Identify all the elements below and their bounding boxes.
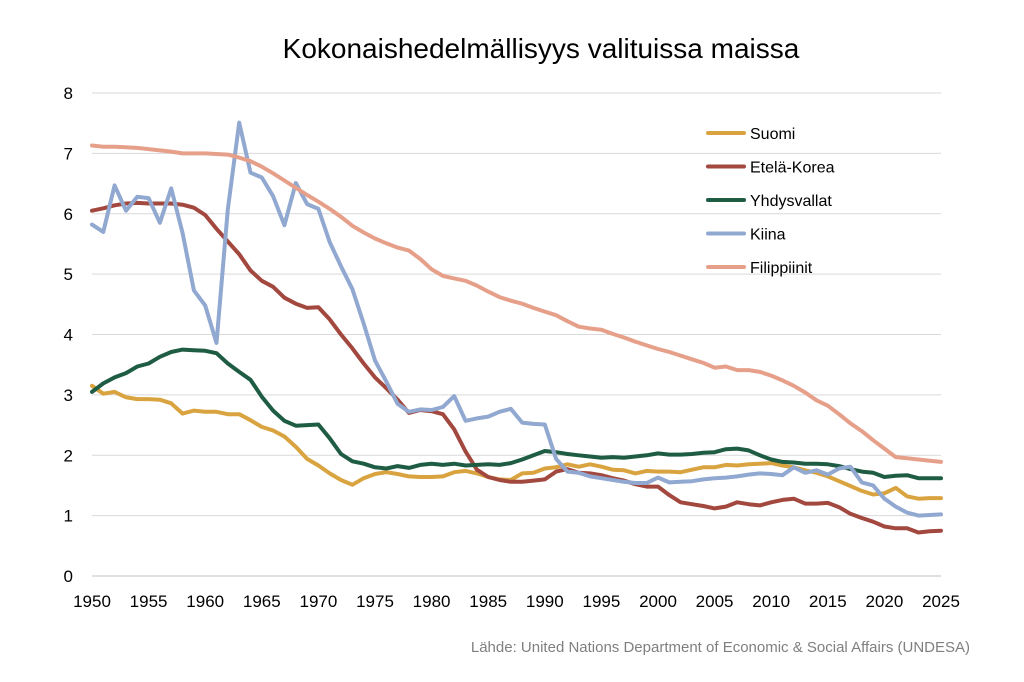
source-note: Lähde: United Nations Department of Econ… <box>471 639 970 656</box>
y-tick-label: 6 <box>64 205 73 224</box>
series-line-kiina <box>90 120 943 518</box>
x-tick-label: 1975 <box>356 592 394 611</box>
x-tick-label: 1970 <box>299 592 337 611</box>
gridlines <box>92 92 941 577</box>
y-tick-label: 7 <box>64 144 73 163</box>
x-tick-label: 2010 <box>752 592 790 611</box>
x-tick-label: 1950 <box>73 592 111 611</box>
y-axis-ticks: 0 1 2 3 4 5 6 7 8 <box>64 84 73 586</box>
legend-label: Filippiinit <box>750 260 813 277</box>
legend-label: Kiina <box>750 227 786 244</box>
x-tick-label: 1980 <box>413 592 451 611</box>
y-tick-label: 4 <box>64 326 73 345</box>
y-tick-label: 5 <box>64 265 73 284</box>
series-lines <box>90 120 943 535</box>
y-tick-label: 3 <box>64 386 73 405</box>
x-tick-label: 1990 <box>526 592 564 611</box>
x-axis-ticks: 1950 1955 1960 1965 1970 1975 1980 1985 1990 1995… <box>73 592 960 611</box>
y-tick-label: 8 <box>64 84 73 103</box>
x-tick-label: 2015 <box>809 592 847 611</box>
x-tick-label: 1955 <box>130 592 168 611</box>
x-tick-label: 2000 <box>639 592 677 611</box>
legend-label: Suomi <box>750 126 795 143</box>
y-tick-label: 1 <box>64 507 73 526</box>
series-line-yhdysvallat <box>90 347 943 481</box>
x-tick-label: 1985 <box>469 592 507 611</box>
x-tick-label: 1960 <box>186 592 224 611</box>
y-tick-label: 2 <box>64 446 73 465</box>
legend-label: Yhdysvallat <box>750 193 832 210</box>
series-line-etelä-korea <box>90 200 943 535</box>
y-tick-label: 0 <box>64 567 73 586</box>
x-tick-label: 2020 <box>865 592 903 611</box>
x-tick-label: 1965 <box>243 592 281 611</box>
series-line-filippiinit <box>90 143 943 464</box>
legend-label: Etelä-Korea <box>750 160 835 177</box>
x-tick-label: 2005 <box>696 592 734 611</box>
legend: Suomi Etelä-Korea Yhdysvallat Kiina Filippii… <box>706 126 835 277</box>
x-tick-label: 2025 <box>922 592 960 611</box>
x-tick-label: 1995 <box>582 592 620 611</box>
chart-title: Kokonaishedelmällisyys valituissa maissa <box>283 33 800 64</box>
